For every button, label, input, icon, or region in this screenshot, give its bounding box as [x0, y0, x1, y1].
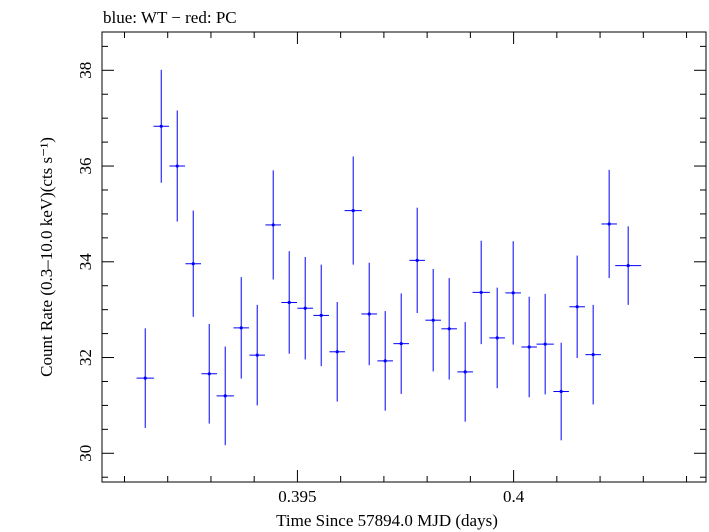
data-point: [441, 278, 457, 380]
y-tick-label: 32: [76, 349, 95, 366]
data-points: [136, 69, 642, 446]
x-tick-label: 0.4: [503, 487, 525, 506]
point-marker: [559, 389, 563, 394]
point-marker: [575, 305, 579, 309]
data-point: [615, 226, 642, 305]
data-point: [425, 268, 441, 372]
point-marker: [415, 258, 419, 262]
point-marker: [335, 350, 339, 354]
point-marker: [431, 318, 435, 322]
data-point: [521, 296, 537, 398]
data-point: [472, 240, 490, 345]
point-marker: [607, 222, 611, 226]
data-point: [553, 342, 569, 441]
point-marker: [511, 291, 515, 295]
data-point: [489, 287, 505, 389]
point-marker: [303, 306, 307, 310]
point-marker: [239, 326, 243, 330]
point-marker: [399, 342, 403, 346]
point-marker: [495, 336, 499, 340]
data-point: [265, 170, 281, 280]
data-point: [216, 346, 234, 446]
data-point: [249, 304, 265, 406]
point-marker: [463, 370, 467, 374]
point-marker: [255, 353, 259, 357]
data-point: [329, 302, 345, 402]
data-point: [153, 69, 170, 183]
point-marker: [591, 353, 595, 357]
data-point: [393, 293, 409, 394]
point-marker: [351, 208, 355, 213]
data-point: [569, 255, 585, 359]
tick-labels: 0.395 0.4 30 32 34 36 38: [76, 62, 525, 506]
data-point: [536, 293, 554, 395]
point-marker: [287, 300, 291, 305]
y-tick-label: 36: [76, 158, 95, 175]
data-point: [233, 277, 250, 379]
data-point: [601, 169, 617, 279]
axis-ticks: [102, 32, 706, 482]
point-marker: [447, 327, 451, 331]
point-marker: [543, 342, 547, 346]
data-point: [201, 324, 218, 424]
data-point: [136, 328, 154, 428]
y-axis-label: Count Rate (0.3–10.0 keV)(cts s⁻¹): [37, 137, 56, 377]
y-tick-label: 30: [76, 445, 95, 462]
data-point: [377, 311, 393, 411]
point-marker: [191, 262, 195, 266]
point-marker: [626, 264, 630, 268]
point-marker: [479, 290, 483, 295]
point-marker: [207, 372, 211, 376]
data-point: [361, 262, 377, 366]
point-marker: [175, 164, 179, 168]
point-marker: [223, 394, 227, 398]
point-marker: [527, 345, 531, 349]
point-marker: [319, 313, 323, 318]
point-marker: [143, 376, 147, 380]
chart-title: blue: WT − red: PC: [103, 8, 237, 27]
plot-area: 0.395 0.4 30 32 34 36 38: [76, 31, 707, 506]
data-point: [185, 210, 202, 317]
y-tick-label: 38: [76, 62, 95, 79]
data-point: [297, 257, 313, 360]
plot-frame: [101, 31, 707, 483]
data-point: [344, 156, 362, 265]
point-marker: [383, 359, 387, 363]
data-point: [505, 241, 521, 345]
data-point: [313, 264, 329, 367]
y-tick-label: 34: [76, 253, 95, 271]
point-marker: [367, 312, 371, 316]
x-axis-label: Time Since 57894.0 MJD (days): [276, 511, 498, 530]
point-marker: [159, 124, 163, 128]
data-point: [169, 110, 186, 222]
point-marker: [271, 223, 275, 227]
data-point: [281, 251, 297, 354]
data-point: [457, 322, 473, 422]
data-point: [409, 207, 425, 314]
data-point: [585, 304, 601, 405]
x-tick-label: 0.395: [278, 487, 316, 506]
